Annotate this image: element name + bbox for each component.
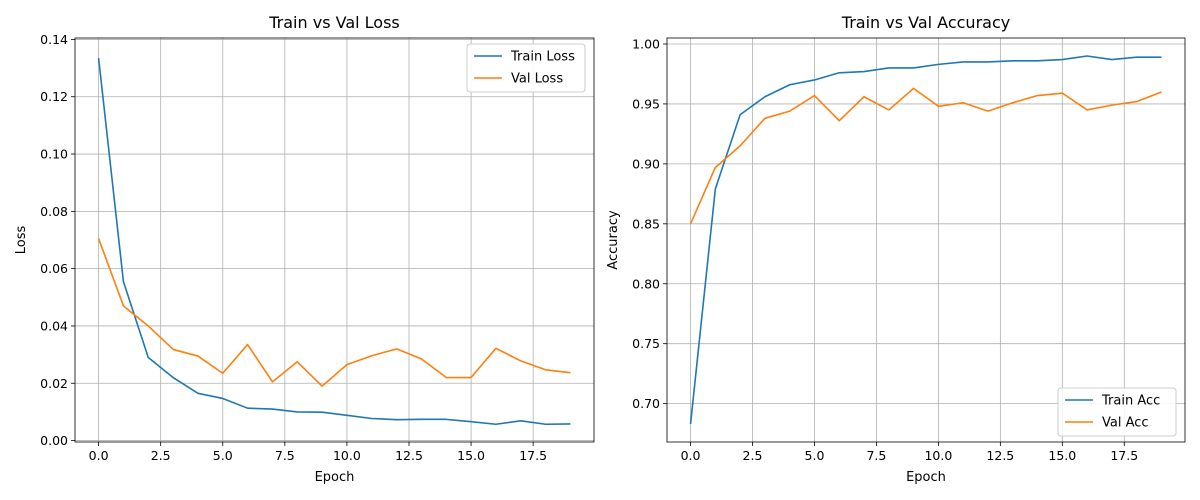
- loss-y-tick-label: 0.10: [40, 147, 68, 162]
- accuracy-ticks: 0.0 2.5 5.0 7.5 10.0 12.5 15.0 17.5 0.70 0.75 0.80…: [632, 36, 1138, 463]
- accuracy-y-tick-label: 0.75: [632, 336, 660, 351]
- accuracy-x-tick-label: 15.0: [1048, 448, 1076, 463]
- legend-label-train-acc: Train Acc: [1101, 394, 1160, 409]
- loss-ticks: 0.0 2.5 5.0 7.5 10.0 12.5 15.0 17.5 0.00 0.02 0.04…: [40, 32, 547, 463]
- loss-y-tick-label: 0.12: [40, 89, 68, 104]
- accuracy-y-tick-label: 0.90: [632, 156, 660, 171]
- loss-y-tick-label: 0.00: [40, 433, 68, 448]
- series-line-val-loss: [97, 238, 571, 387]
- loss-x-tick-label: 0.0: [89, 448, 109, 463]
- loss-x-tick-label: 7.5: [275, 448, 295, 463]
- accuracy-grid: [667, 38, 1185, 442]
- loss-x-tick-label: 10.0: [333, 448, 361, 463]
- loss-x-tick-label: 12.5: [395, 448, 423, 463]
- legend-label-val-loss: Val Loss: [511, 72, 563, 87]
- accuracy-chart-title: Train vs Val Accuracy: [841, 13, 1010, 32]
- loss-series: [97, 57, 571, 426]
- series-line-train-loss: [97, 57, 571, 426]
- accuracy-chart: 0.0 2.5 5.0 7.5 10.0 12.5 15.0 17.5 0.70 0.75 0.80…: [606, 13, 1186, 485]
- loss-x-tick-label: 5.0: [213, 448, 233, 463]
- loss-y-tick-label: 0.04: [40, 318, 68, 333]
- loss-y-tick-label: 0.08: [40, 204, 68, 219]
- legend-label-val-acc: Val Acc: [1102, 416, 1149, 431]
- accuracy-series: [689, 55, 1162, 425]
- loss-y-tick-label: 0.02: [40, 376, 68, 391]
- loss-y-tick-label: 0.06: [40, 261, 68, 276]
- series-line-val-acc: [689, 87, 1162, 225]
- loss-x-tick-label: 15.0: [457, 448, 485, 463]
- series-line-train-acc: [689, 55, 1162, 425]
- loss-grid: [75, 38, 594, 442]
- legend-label-train-loss: Train Loss: [510, 50, 575, 65]
- accuracy-plot-frame: [666, 37, 1186, 443]
- accuracy-x-tick-label: 5.0: [805, 448, 825, 463]
- accuracy-x-tick-label: 12.5: [986, 448, 1014, 463]
- accuracy-y-tick-label: 0.80: [632, 276, 660, 291]
- accuracy-x-tick-label: 2.5: [743, 448, 763, 463]
- loss-x-tick-label: 17.5: [519, 448, 547, 463]
- loss-x-axis-label: Epoch: [315, 470, 355, 485]
- accuracy-y-tick-label: 0.95: [632, 96, 660, 111]
- accuracy-y-tick-label: 1.00: [632, 36, 660, 51]
- loss-chart: 0.0 2.5 5.0 7.5 10.0 12.5 15.0 17.5 0.00 0.02 0.04…: [14, 13, 595, 485]
- accuracy-x-tick-label: 0.0: [681, 448, 701, 463]
- accuracy-y-tick-label: 0.85: [632, 216, 660, 231]
- accuracy-x-tick-label: 10.0: [924, 448, 952, 463]
- accuracy-x-tick-label: 7.5: [866, 448, 886, 463]
- loss-x-tick-label: 2.5: [151, 448, 171, 463]
- loss-y-axis-label: Loss: [14, 226, 29, 255]
- loss-chart-title: Train vs Val Loss: [268, 13, 400, 32]
- accuracy-y-tick-label: 0.70: [632, 396, 660, 411]
- accuracy-legend: Train Acc Val Acc: [1057, 387, 1177, 437]
- accuracy-x-tick-label: 17.5: [1110, 448, 1138, 463]
- loss-plot-frame: [74, 37, 595, 443]
- accuracy-y-axis-label: Accuracy: [606, 210, 621, 270]
- loss-legend: Train Loss Val Loss: [466, 43, 586, 93]
- accuracy-x-axis-label: Epoch: [906, 470, 946, 485]
- loss-y-tick-label: 0.14: [40, 32, 68, 47]
